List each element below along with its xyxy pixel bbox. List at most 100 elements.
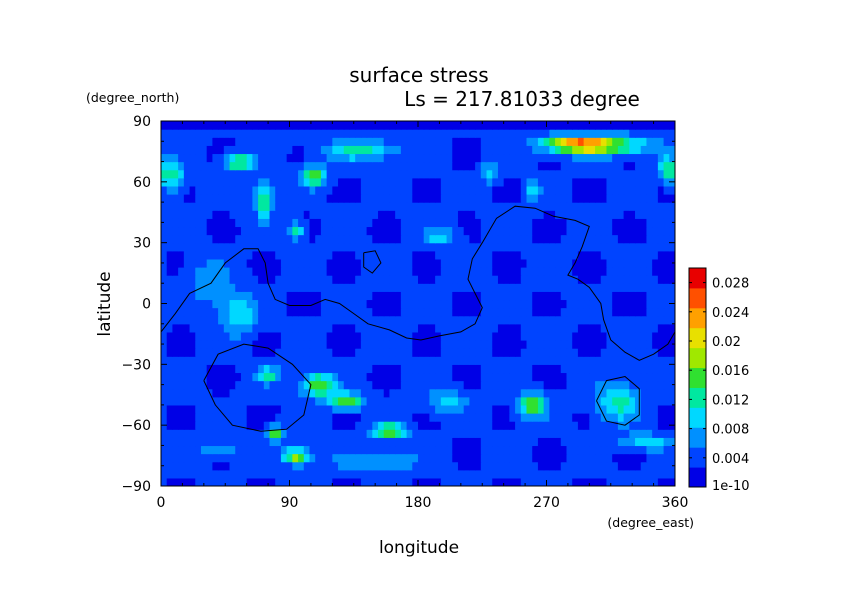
heatmap-cell [303, 315, 311, 325]
heatmap-cell [457, 372, 465, 382]
heatmap-cell [343, 323, 351, 333]
heatmap-cell [343, 242, 351, 252]
heatmap-cell [497, 356, 505, 365]
heatmap-cell [280, 323, 288, 333]
heatmap-cell [218, 291, 225, 301]
heatmap-cell [372, 169, 379, 179]
heatmap-cell [309, 137, 316, 146]
heatmap-cell [423, 429, 431, 438]
heatmap-cell [309, 340, 316, 349]
heatmap-cell [623, 453, 630, 463]
heatmap-cell [446, 267, 453, 276]
heatmap-cell [280, 331, 288, 341]
heatmap-cell [400, 364, 408, 374]
heatmap-cell [383, 267, 391, 276]
heatmap-cell [309, 194, 316, 203]
heatmap-cell [298, 202, 305, 211]
heatmap-cell [657, 202, 665, 211]
heatmap-cell [583, 258, 590, 268]
heatmap-cell [200, 364, 208, 374]
heatmap-cell [589, 226, 596, 236]
x-axis-label: longitude [379, 538, 459, 558]
heatmap-cell [275, 453, 282, 463]
heatmap-cell [269, 299, 276, 309]
heatmap-cell [617, 169, 625, 179]
heatmap-cell [606, 445, 613, 455]
heatmap-cell [161, 283, 168, 292]
heatmap-cell [280, 413, 288, 422]
heatmap-cell [418, 202, 425, 211]
heatmap-cell [646, 307, 653, 317]
heatmap-cell [440, 218, 448, 228]
heatmap-cell [400, 121, 408, 130]
heatmap-cell [326, 218, 333, 228]
heatmap-cell [595, 169, 602, 179]
heatmap-cell [440, 153, 448, 163]
heatmap-cell [418, 315, 425, 325]
heatmap-cell [252, 177, 259, 187]
heatmap-cell [629, 177, 636, 187]
heatmap-cell [435, 177, 442, 187]
heatmap-cell [275, 275, 282, 284]
heatmap-cell [338, 210, 345, 219]
heatmap-cell [457, 291, 465, 301]
heatmap-cell [617, 129, 625, 138]
heatmap-cell [497, 275, 505, 284]
heatmap-cell [166, 129, 174, 138]
heatmap-cell [286, 413, 293, 422]
heatmap-cell [606, 437, 613, 447]
heatmap-cell [212, 275, 219, 284]
heatmap-cell [435, 242, 442, 252]
heatmap-cell [269, 177, 276, 187]
heatmap-cell [161, 210, 168, 219]
heatmap-cell [269, 226, 276, 236]
heatmap-cell [269, 323, 276, 333]
heatmap-cell [463, 299, 470, 309]
heatmap-cell [252, 340, 259, 349]
heatmap-cell [326, 323, 333, 333]
heatmap-cell [480, 380, 488, 390]
heatmap-cell [292, 226, 299, 236]
heatmap-cell [200, 429, 208, 438]
heatmap-cell [520, 291, 528, 301]
heatmap-cell [166, 177, 174, 187]
heatmap-cell [212, 364, 219, 374]
heatmap-cell [429, 299, 436, 309]
heatmap-cell [480, 340, 488, 349]
heatmap-cell [172, 429, 179, 438]
heatmap-cell [589, 218, 596, 228]
heatmap-cell [343, 404, 351, 414]
heatmap-cell [395, 413, 402, 422]
heatmap-cell [389, 307, 396, 317]
heatmap-cell [200, 421, 208, 430]
heatmap-cell [343, 340, 351, 349]
heatmap-cell [326, 404, 333, 414]
heatmap-cell [206, 242, 213, 252]
heatmap-cell [457, 218, 465, 228]
heatmap-cell [412, 210, 419, 219]
heatmap-cell [629, 364, 636, 374]
heatmap-cell [418, 283, 425, 292]
heatmap-cell [332, 177, 339, 187]
heatmap-cell [612, 331, 619, 341]
heatmap-cell [486, 121, 493, 130]
chart-title: surface stress [349, 63, 488, 87]
heatmap-cell [503, 299, 510, 309]
heatmap-cell [646, 145, 653, 155]
heatmap-cell [446, 340, 453, 349]
heatmap-cell [515, 388, 522, 398]
heatmap-cell [389, 437, 396, 447]
heatmap-cell [383, 388, 391, 398]
heatmap-cell [280, 121, 288, 130]
heatmap-cell [475, 372, 482, 382]
heatmap-cell [252, 218, 259, 228]
heatmap-cell [166, 348, 174, 357]
heatmap-cell [166, 380, 174, 390]
heatmap-cell [189, 153, 196, 163]
heatmap-cell [280, 283, 288, 292]
heatmap-cell [240, 421, 248, 430]
heatmap-cell [577, 477, 585, 486]
heatmap-cell [395, 153, 402, 163]
heatmap-cell [406, 226, 413, 236]
heatmap-cell [269, 315, 276, 325]
